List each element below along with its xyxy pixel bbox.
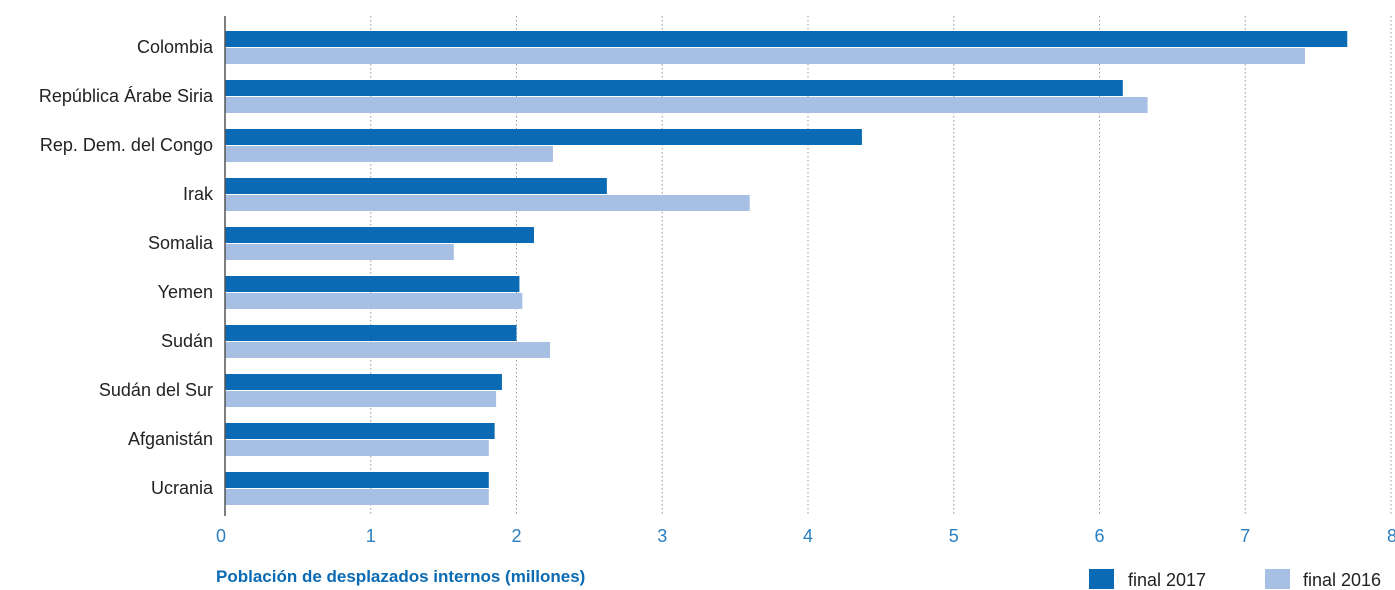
bar-series1 (225, 31, 1348, 47)
category-label: Yemen (158, 282, 213, 302)
legend-swatch (1265, 569, 1290, 589)
x-tick-label: 8 (1387, 526, 1395, 546)
category-label: Afganistán (128, 429, 213, 449)
category-labels: Colombia República Árabe Siria Rep. Dem. d… (39, 37, 214, 498)
bar-series2 (225, 195, 750, 211)
bars (225, 31, 1348, 505)
bar-series1 (225, 129, 862, 145)
bar-series2 (225, 440, 489, 456)
bar-series2 (225, 489, 489, 505)
legend-label: final 2016 (1303, 570, 1381, 590)
bar-series2 (225, 48, 1306, 64)
bar-series1 (225, 423, 495, 439)
bar-series2 (225, 293, 523, 309)
x-tick-label: 4 (803, 526, 813, 546)
legend-label: final 2017 (1128, 570, 1206, 590)
x-tick-label: 6 (1094, 526, 1104, 546)
bar-series2 (225, 342, 551, 358)
bar-series2 (225, 146, 553, 162)
bar-series1 (225, 276, 520, 292)
x-tick-label: 5 (949, 526, 959, 546)
x-tick-label: 3 (657, 526, 667, 546)
category-label: República Árabe Siria (39, 86, 214, 106)
category-label: Rep. Dem. del Congo (40, 135, 213, 155)
bar-series2 (225, 391, 497, 407)
legend-swatch (1089, 569, 1114, 589)
x-tick-label: 2 (511, 526, 521, 546)
category-label: Somalia (148, 233, 214, 253)
x-tick-label: 1 (366, 526, 376, 546)
x-tick-labels: 0 1 2 3 4 5 6 7 8 (216, 526, 1395, 546)
x-tick-label: 0 (216, 526, 226, 546)
bar-series1 (225, 472, 489, 488)
category-label: Colombia (137, 37, 214, 57)
bar-series1 (225, 374, 502, 390)
legend: final 2017 final 2016 (1089, 569, 1381, 590)
bar-series2 (225, 244, 454, 260)
category-label: Irak (183, 184, 214, 204)
bar-series1 (225, 325, 517, 341)
bar-series1 (225, 80, 1123, 96)
bar-series1 (225, 178, 607, 194)
x-axis-label: Población de desplazados internos (millo… (216, 567, 585, 586)
bar-series1 (225, 227, 534, 243)
x-tick-label: 7 (1240, 526, 1250, 546)
category-label: Sudán del Sur (99, 380, 213, 400)
category-label: Sudán (161, 331, 213, 351)
category-label: Ucrania (151, 478, 214, 498)
bar-series2 (225, 97, 1148, 113)
